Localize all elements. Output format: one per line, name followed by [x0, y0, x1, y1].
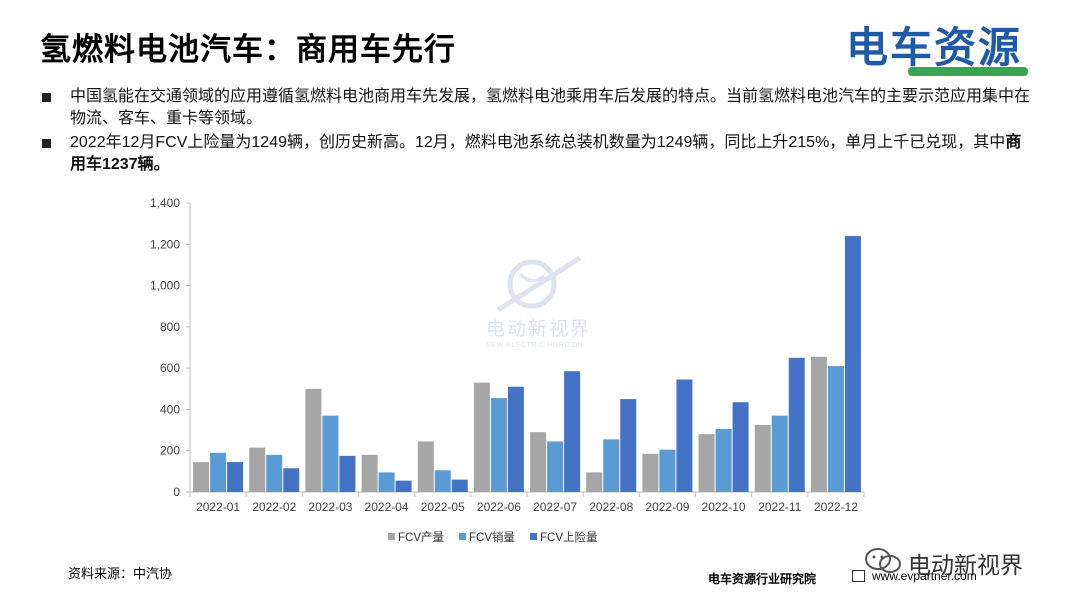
bar-insurance: [844, 236, 861, 492]
bar-insurance: [564, 371, 581, 492]
bar-sales: [266, 454, 283, 492]
bar-insurance: [732, 402, 749, 492]
bar-production: [249, 447, 266, 492]
legend-swatch: [459, 533, 466, 540]
bullet-square-icon: [42, 139, 51, 148]
bar-sales: [210, 452, 227, 492]
bar-production: [530, 432, 547, 492]
bar-sales: [771, 415, 788, 492]
watermark-globe-icon: [496, 255, 582, 313]
bar-production: [361, 454, 378, 492]
x-tick-label: 2022-10: [702, 500, 746, 514]
bullet-text: 中国氢能在交通领域的应用遵循氢燃料电池商用车先发展，氢燃料电池乘用车后发展的特点…: [70, 88, 1031, 127]
bar-insurance: [676, 379, 693, 492]
bar-production: [417, 441, 434, 492]
y-tick-label: 0: [173, 485, 180, 499]
x-tick-label: 2022-03: [308, 500, 352, 514]
bar-insurance: [788, 357, 805, 492]
bullet-square-icon: [42, 93, 51, 102]
bar-sales: [378, 472, 395, 492]
bar-sales: [490, 398, 507, 492]
bar-sales: [322, 415, 339, 492]
page-title: 氢燃料电池汽车：商用车先行: [40, 32, 456, 67]
bar-sales: [827, 366, 844, 492]
y-tick-label: 1,200: [150, 237, 180, 251]
bar-sales: [434, 470, 451, 492]
y-tick-label: 1,400: [150, 196, 180, 210]
bullet-text: 2022年12月FCV上险量为1249辆，创历史新高。12月，燃料电池系统总装机…: [70, 134, 1006, 151]
bar-insurance: [507, 386, 524, 492]
bar-production: [305, 388, 322, 492]
bar-insurance: [451, 479, 468, 492]
brand-logo: 电车资源: [846, 20, 1032, 76]
bar-sales: [547, 441, 564, 492]
bar-production: [810, 356, 827, 492]
wechat-account-name: 电动新视界: [908, 552, 1023, 578]
watermark: 电动新视界 NEW ELECTRIC HORIZON: [480, 252, 630, 362]
y-tick-label: 600: [160, 361, 180, 375]
logo-text: 电车资源: [846, 24, 1023, 71]
website-icon: [852, 570, 865, 582]
bar-sales: [715, 429, 732, 492]
x-tick-label: 2022-09: [645, 500, 689, 514]
y-tick-label: 800: [160, 320, 180, 334]
bullet-list: 中国氢能在交通领域的应用遵循氢燃料电池商用车先发展，氢燃料电池乘用车后发展的特点…: [40, 86, 1030, 178]
bar-sales: [659, 449, 676, 492]
bar-sales: [603, 439, 620, 492]
x-tick-label: 2022-08: [589, 500, 633, 514]
legend-label: FCV产量: [398, 530, 444, 544]
x-tick-label: 2022-06: [477, 500, 521, 514]
bar-insurance: [395, 480, 412, 492]
bar-production: [193, 462, 210, 492]
y-tick-label: 1,000: [150, 279, 180, 293]
legend-label: FCV上险量: [540, 530, 598, 544]
institute-name: 电车资源行业研究院: [708, 572, 817, 586]
x-tick-label: 2022-02: [252, 500, 296, 514]
bullet-item: 中国氢能在交通领域的应用遵循氢燃料电池商用车先发展，氢燃料电池乘用车后发展的特点…: [40, 86, 1030, 130]
bar-insurance: [283, 468, 300, 492]
bar-insurance: [620, 399, 637, 492]
legend-swatch: [530, 533, 537, 540]
watermark-english-text: NEW ELECTRIC HORIZON: [486, 342, 584, 349]
x-tick-label: 2022-12: [814, 500, 858, 514]
x-tick-label: 2022-07: [533, 500, 577, 514]
bar-production: [642, 453, 659, 492]
bullet-bold-text: 商用车1237辆。: [70, 134, 1022, 173]
logo-green-bar: [908, 67, 1028, 76]
legend-swatch: [388, 533, 395, 540]
y-tick-label: 400: [160, 402, 180, 416]
bar-production: [473, 382, 490, 492]
source-note: 资料来源：中汽协: [68, 566, 173, 581]
watermark-chinese-text: 电动新视界: [486, 319, 592, 340]
bar-production: [754, 424, 771, 492]
website-url[interactable]: www.evpartner.com: [872, 569, 977, 583]
y-tick-label: 200: [160, 444, 180, 458]
wechat-icon: [865, 548, 901, 573]
bar-production: [698, 434, 715, 492]
bullet-item: 2022年12月FCV上险量为1249辆，创历史新高。12月，燃料电池系统总装机…: [40, 132, 1030, 176]
bar-insurance: [339, 455, 356, 492]
legend-label: FCV销量: [469, 530, 515, 544]
x-tick-label: 2022-04: [365, 500, 409, 514]
bar-production: [586, 472, 603, 492]
x-tick-label: 2022-01: [196, 500, 240, 514]
x-tick-label: 2022-11: [758, 500, 801, 514]
x-tick-label: 2022-05: [421, 500, 465, 514]
bar-insurance: [227, 462, 244, 492]
